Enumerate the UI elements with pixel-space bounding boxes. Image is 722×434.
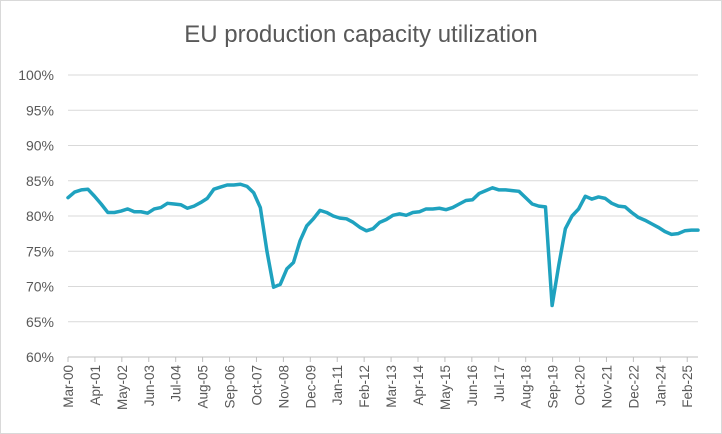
x-tick-label: Aug-05 xyxy=(196,365,211,409)
x-tick-label: Apr-01 xyxy=(88,365,103,406)
x-axis-ticks: Mar-00 Apr-01 May-02 Jun-03 Jul-04 Aug-05 Sep-… xyxy=(61,357,695,410)
chart-title: EU production capacity utilization xyxy=(184,21,538,48)
x-tick-label: Oct-07 xyxy=(249,365,264,406)
y-tick-label: 80% xyxy=(26,208,54,224)
x-tick-label: Dec-22 xyxy=(626,365,641,409)
x-tick-label: Jul-04 xyxy=(169,365,184,402)
x-tick-label: Dec-09 xyxy=(303,365,318,409)
x-tick-label: Jan-24 xyxy=(653,365,668,407)
x-tick-label: Feb-12 xyxy=(357,365,372,408)
y-axis-ticks: 60% 65% 70% 75% 80% 85% 90% 95% 100% xyxy=(18,67,54,365)
x-tick-label: Sep-06 xyxy=(223,365,238,409)
y-tick-label: 85% xyxy=(26,173,54,189)
series-line-capacity-utilization xyxy=(66,182,700,308)
x-tick-label: Jul-17 xyxy=(492,365,507,402)
x-tick-label: Aug-18 xyxy=(519,365,534,409)
y-tick-label: 75% xyxy=(26,243,54,259)
y-tick-label: 100% xyxy=(18,67,54,83)
x-tick-label: Jun-03 xyxy=(142,365,157,406)
gridlines xyxy=(68,74,698,323)
x-tick-label: Sep-19 xyxy=(546,365,561,409)
y-tick-label: 60% xyxy=(26,349,54,365)
x-tick-label: Feb-25 xyxy=(680,365,695,408)
x-tick-label: Mar-00 xyxy=(61,365,76,408)
x-tick-label: Mar-13 xyxy=(384,365,399,408)
x-tick-label: May-15 xyxy=(438,365,453,410)
x-tick-label: May-02 xyxy=(115,365,130,410)
x-tick-label: Apr-14 xyxy=(411,365,426,406)
x-tick-label: Nov-08 xyxy=(276,365,291,409)
y-tick-label: 70% xyxy=(26,279,54,295)
x-tick-label: Oct-20 xyxy=(573,365,588,406)
x-tick-label: Jan-11 xyxy=(330,365,345,405)
y-tick-label: 95% xyxy=(26,102,54,118)
y-tick-label: 65% xyxy=(26,314,54,330)
x-tick-label: Nov-21 xyxy=(599,365,614,409)
y-tick-label: 90% xyxy=(26,138,54,154)
x-tick-label: Jun-16 xyxy=(465,365,480,406)
